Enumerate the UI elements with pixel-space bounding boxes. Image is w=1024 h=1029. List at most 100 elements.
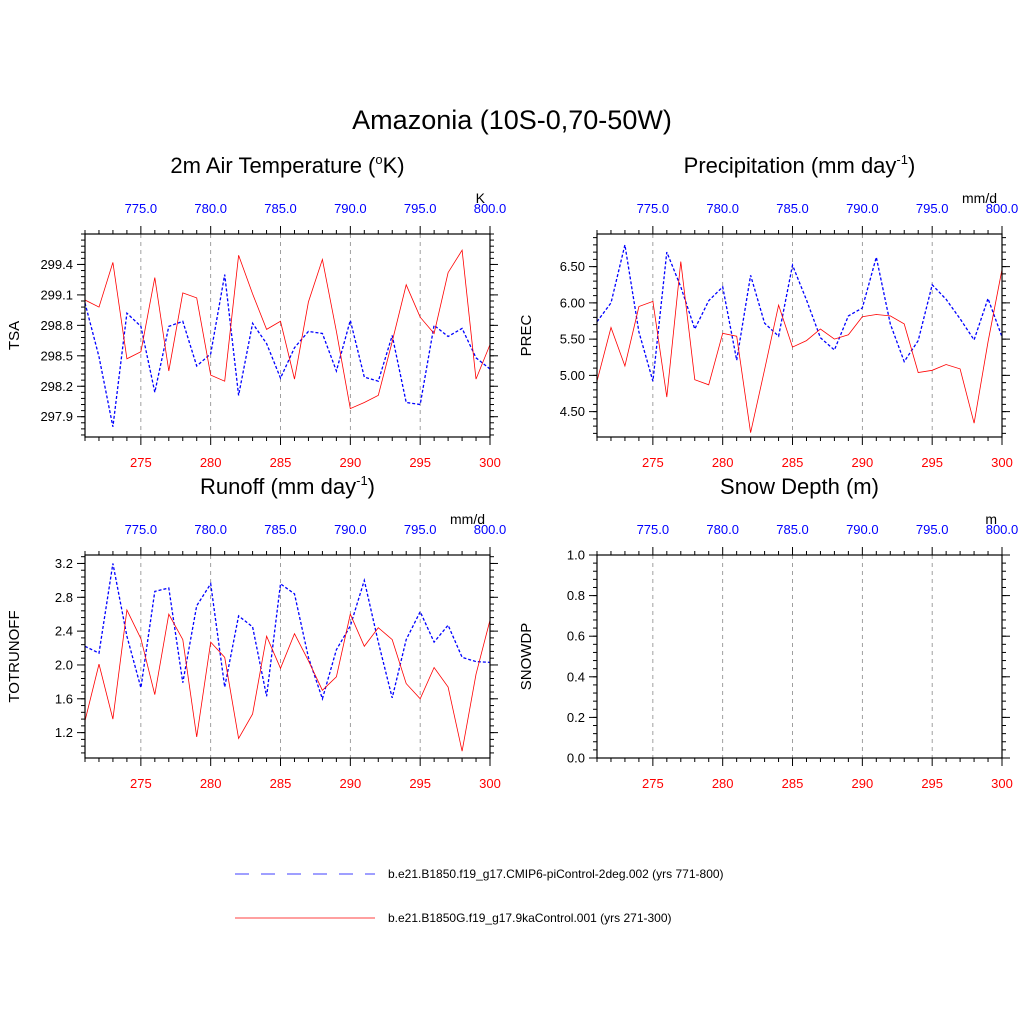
y-tick-label: 2.4 (55, 624, 73, 639)
y-tick-label: 1.2 (55, 725, 73, 740)
legend-entry-blue: b.e21.B1850.f19_g17.CMIP6-piControl-2deg… (388, 867, 724, 881)
x-tick-label-top: 800.0 (474, 201, 507, 216)
y-tick-label: 0.8 (567, 588, 585, 603)
x-tick-label-bottom: 285 (270, 455, 292, 470)
x-tick-label-bottom: 295 (921, 776, 943, 791)
y-tick-label: 298.2 (40, 379, 73, 394)
x-tick-label-bottom: 290 (851, 455, 873, 470)
panel-4: Snow Depth (m) m SNOWDP 275 280 285 290 295 300 7… (518, 474, 1018, 791)
x-tick-label-top: 780.0 (194, 201, 227, 216)
y-tick-label: 299.1 (40, 287, 73, 302)
x-tick-label-bottom: 295 (921, 455, 943, 470)
x-tick-label-top: 790.0 (846, 522, 879, 537)
y-tick-label: 297.9 (40, 409, 73, 424)
series-line-blue (85, 274, 490, 427)
x-tick-label-top: 790.0 (846, 201, 879, 216)
x-tick-label-top: 785.0 (264, 522, 297, 537)
y-axis-label: PREC (518, 315, 535, 357)
x-tick-label-bottom: 300 (479, 776, 501, 791)
y-tick-label: 5.00 (560, 368, 585, 383)
x-tick-label-top: 795.0 (404, 201, 437, 216)
panel-1: 2m Air Temperature (oK) K TSA 275 280 285 290 2… (6, 152, 506, 470)
x-tick-label-top: 800.0 (986, 522, 1019, 537)
x-tick-label-top: 775.0 (125, 522, 158, 537)
legend: b.e21.B1850.f19_g17.CMIP6-piControl-2deg… (235, 867, 724, 925)
x-tick-label-top: 775.0 (125, 201, 158, 216)
units-label: mm/d (962, 190, 997, 206)
x-tick-label-top: 790.0 (334, 201, 367, 216)
y-tick-label: 1.0 (567, 548, 585, 563)
x-tick-label-top: 775.0 (637, 522, 670, 537)
y-tick-label: 0.4 (567, 669, 585, 684)
y-tick-label: 299.4 (40, 257, 73, 272)
x-tick-label-top: 780.0 (706, 522, 739, 537)
x-tick-label-top: 800.0 (986, 201, 1019, 216)
y-tick-label: 0.6 (567, 629, 585, 644)
series-line-blue (85, 563, 490, 701)
figure-title: Amazonia (10S-0,70-50W) (352, 105, 672, 135)
x-tick-label-bottom: 285 (270, 776, 292, 791)
x-tick-label-top: 780.0 (194, 522, 227, 537)
plot-frame (84, 554, 491, 759)
y-tick-label: 298.8 (40, 318, 73, 333)
x-tick-label-bottom: 280 (200, 455, 222, 470)
y-tick-label: 1.6 (55, 691, 73, 706)
series-line-red (85, 249, 490, 410)
units-label: m (985, 511, 997, 527)
x-tick-label-top: 800.0 (474, 522, 507, 537)
panel-title: Snow Depth (m) (720, 474, 879, 499)
y-tick-label: 298.5 (40, 348, 73, 363)
x-tick-label-bottom: 295 (409, 455, 431, 470)
panels: 2m Air Temperature (oK) K TSA 275 280 285 290 2… (6, 152, 1018, 791)
plot-frame (596, 554, 1003, 759)
x-tick-label-top: 790.0 (334, 522, 367, 537)
x-tick-label-bottom: 295 (409, 776, 431, 791)
plot-frame (84, 233, 491, 438)
x-tick-label-top: 775.0 (637, 201, 670, 216)
units-label: K (476, 190, 486, 206)
y-tick-label: 3.2 (55, 556, 73, 571)
panel-title: 2m Air Temperature (oK) (170, 152, 404, 178)
y-tick-label: 6.00 (560, 295, 585, 310)
x-tick-label-bottom: 300 (991, 455, 1013, 470)
y-tick-label: 0.2 (567, 710, 585, 725)
units-label: mm/d (450, 511, 485, 527)
x-tick-label-bottom: 285 (782, 455, 804, 470)
x-tick-label-bottom: 280 (712, 776, 734, 791)
x-tick-label-bottom: 285 (782, 776, 804, 791)
x-tick-label-bottom: 290 (339, 776, 361, 791)
y-axis-label: TOTRUNOFF (6, 610, 23, 702)
plot-frame (596, 233, 1003, 438)
x-tick-label-bottom: 275 (130, 455, 152, 470)
x-tick-label-bottom: 290 (339, 455, 361, 470)
legend-entry-red: b.e21.B1850G.f19_g17.9kaControl.001 (yrs… (388, 911, 672, 925)
y-tick-label: 2.0 (55, 657, 73, 672)
y-tick-label: 2.8 (55, 590, 73, 605)
x-tick-label-bottom: 280 (200, 776, 222, 791)
x-tick-label-top: 785.0 (776, 522, 809, 537)
x-tick-label-bottom: 280 (712, 455, 734, 470)
x-tick-label-top: 785.0 (776, 201, 809, 216)
series-line-red (85, 608, 490, 752)
x-tick-label-bottom: 300 (479, 455, 501, 470)
x-tick-label-bottom: 300 (991, 776, 1013, 791)
x-tick-label-bottom: 290 (851, 776, 873, 791)
y-axis-label: TSA (6, 321, 23, 350)
panel-title: Precipitation (mm day-1) (684, 152, 916, 178)
x-tick-label-top: 785.0 (264, 201, 297, 216)
panel-title: Runoff (mm day-1) (200, 473, 375, 499)
x-tick-label-top: 795.0 (916, 201, 949, 216)
x-tick-label-top: 795.0 (916, 522, 949, 537)
x-tick-label-bottom: 275 (642, 455, 664, 470)
x-tick-label-top: 795.0 (404, 522, 437, 537)
x-tick-label-bottom: 275 (130, 776, 152, 791)
x-tick-label-bottom: 275 (642, 776, 664, 791)
x-tick-label-top: 780.0 (706, 201, 739, 216)
y-tick-label: 4.50 (560, 404, 585, 419)
panel-2: Precipitation (mm day-1) mm/d PREC 275 280 28… (518, 152, 1018, 470)
y-axis-label: SNOWDP (518, 623, 535, 691)
y-tick-label: 0.0 (567, 751, 585, 766)
y-tick-label: 6.50 (560, 259, 585, 274)
